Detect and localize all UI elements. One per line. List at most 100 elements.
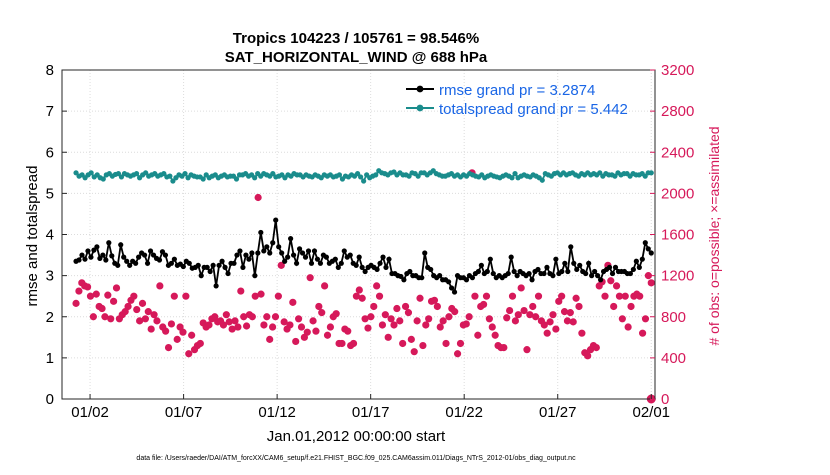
rmse-series-point xyxy=(559,268,565,275)
obs-point xyxy=(636,292,644,300)
obs-point xyxy=(315,302,323,311)
obs-point xyxy=(323,331,332,339)
rmse-series-point xyxy=(285,254,291,260)
rmse-series-point xyxy=(362,268,368,275)
obs-point xyxy=(612,282,621,290)
obs-point xyxy=(205,321,213,329)
rmse-series-point xyxy=(535,266,541,273)
rmse-series-point xyxy=(314,256,321,262)
rmse-series-point xyxy=(210,262,216,268)
obs-point xyxy=(517,284,525,292)
obs-point xyxy=(390,321,398,329)
rmse-series-point xyxy=(270,240,276,246)
rmse-series-point xyxy=(219,258,225,264)
rmse-series-point xyxy=(168,260,175,266)
obs-point xyxy=(549,311,557,319)
obs-point xyxy=(156,282,164,290)
obs-point xyxy=(75,287,83,295)
obs-point xyxy=(164,343,173,352)
rmse-series-point xyxy=(291,252,297,258)
obs-point xyxy=(433,302,441,311)
obs-point xyxy=(511,317,520,325)
legend: rmse grand pr = 3.2874 totalspread grand… xyxy=(406,82,628,118)
rmse-series-point xyxy=(279,250,285,256)
y-tick-label: 1 xyxy=(46,350,54,367)
rmse-series-point xyxy=(97,255,103,261)
obs-point xyxy=(647,279,655,287)
rmse-series-point xyxy=(156,257,163,263)
y2-tick-label: 1200 xyxy=(661,268,694,285)
obs-point xyxy=(268,323,277,331)
obs-point xyxy=(500,343,508,352)
rmse-series-point xyxy=(249,250,255,256)
rmse-series-point xyxy=(299,250,306,256)
rmse-series-point xyxy=(94,244,100,250)
rmse-series-point xyxy=(237,248,243,254)
rmse-series-point xyxy=(469,275,476,281)
obs-point xyxy=(445,313,453,321)
obs-point xyxy=(439,317,447,325)
rmse-series-point xyxy=(121,254,127,260)
legend-spread-marker xyxy=(416,104,424,112)
obs-point xyxy=(618,315,626,323)
spread-series-point xyxy=(143,170,149,176)
obs-point xyxy=(543,329,551,337)
obs-point xyxy=(367,313,375,321)
rmse-series-point xyxy=(332,256,338,262)
rmse-series-point xyxy=(115,262,121,268)
obs-point xyxy=(292,337,300,346)
rmse-series-point xyxy=(422,250,428,256)
rmse-series-point xyxy=(118,242,124,248)
rmse-series-point xyxy=(231,260,237,266)
spread-series-point xyxy=(170,178,176,184)
rmse-series-point xyxy=(437,273,443,279)
spread-series-point xyxy=(642,173,648,179)
obs-point xyxy=(185,350,193,358)
obs-point xyxy=(182,292,190,300)
y-tick-label: 0 xyxy=(46,391,54,408)
obs-point xyxy=(309,317,317,325)
series-layer xyxy=(72,168,656,404)
rmse-series-point xyxy=(282,258,288,264)
y-tick-label: 6 xyxy=(46,144,54,161)
obs-point xyxy=(306,274,314,282)
obs-point xyxy=(384,333,392,341)
rmse-series-point xyxy=(293,260,300,266)
spread-series-point xyxy=(200,176,206,182)
legend-rmse-label: rmse grand pr = 3.2874 xyxy=(439,82,595,99)
spread-series-point xyxy=(361,178,367,184)
rmse-series-point xyxy=(359,264,365,270)
rmse-series-point xyxy=(216,262,222,268)
rmse-series-point xyxy=(648,250,654,256)
rmse-series-point xyxy=(609,270,616,277)
obs-point xyxy=(419,341,427,350)
obs-point xyxy=(491,331,499,339)
rmse-series-point xyxy=(261,248,267,254)
rmse-series-point xyxy=(574,266,580,273)
obs-point xyxy=(196,339,204,348)
obs-point xyxy=(147,325,155,333)
obs-point xyxy=(326,323,335,331)
y-tick-label: 4 xyxy=(46,227,54,244)
obs-point xyxy=(430,296,439,304)
chart-title: Tropics 104223 / 105761 = 98.546% xyxy=(233,30,479,47)
spread-series-point xyxy=(133,171,140,177)
obs-point xyxy=(144,308,152,316)
rmse-series-point xyxy=(445,279,452,285)
obs-point xyxy=(566,309,574,317)
y-tick-label: 5 xyxy=(46,185,54,202)
spread-series-point xyxy=(358,174,364,180)
obs-point xyxy=(237,287,245,295)
rmse-series-point xyxy=(595,273,601,279)
obs-point xyxy=(413,317,421,325)
obs-point xyxy=(295,315,303,323)
spread-series-point xyxy=(270,171,276,177)
rmse-series-point xyxy=(225,270,231,277)
footnote: data file: /Users/raeder/DAI/ATM_forcXX/… xyxy=(136,455,576,462)
obs-point xyxy=(378,321,387,329)
obs-point xyxy=(370,302,378,311)
rmse-series-point xyxy=(222,264,228,270)
rmse-series-point xyxy=(311,248,318,254)
spread-series xyxy=(73,168,654,184)
rmse-series-point xyxy=(508,254,514,260)
